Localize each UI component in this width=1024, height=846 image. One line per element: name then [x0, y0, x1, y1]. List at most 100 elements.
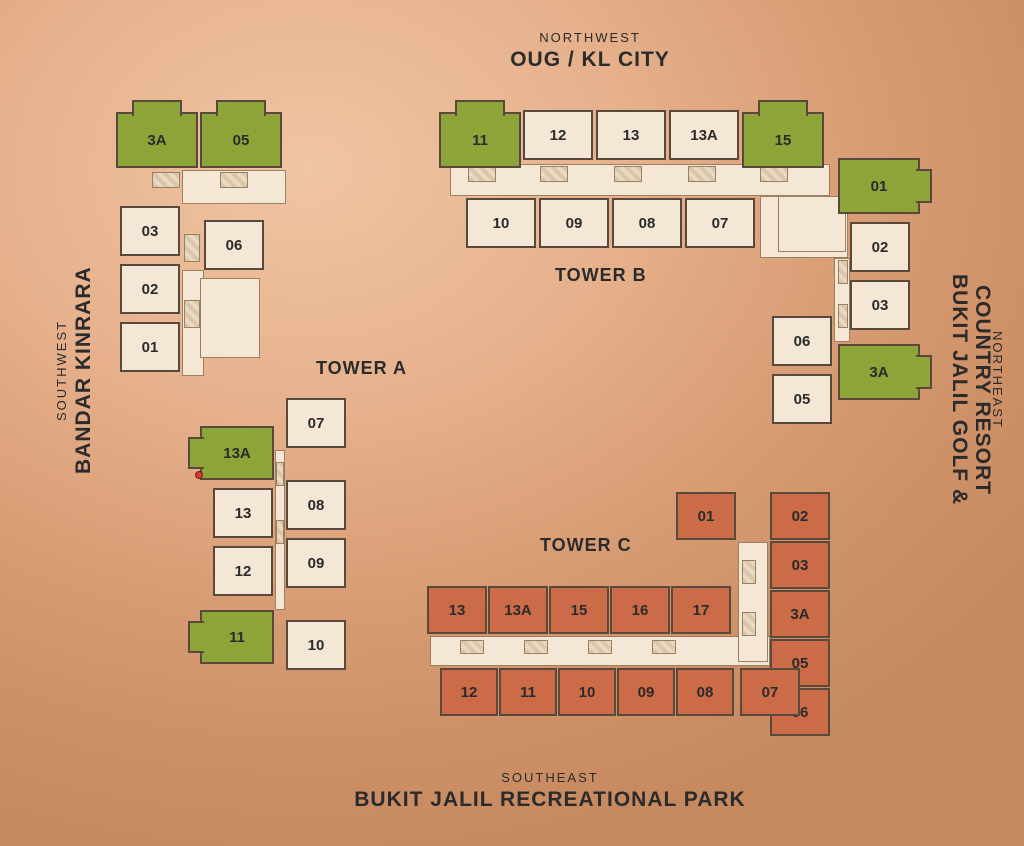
unit-c-15: 15	[549, 586, 609, 634]
elevator-shaft	[838, 260, 848, 284]
unit-c-12: 12	[440, 668, 498, 716]
unit-label: 10	[493, 215, 510, 232]
elevator-shaft	[614, 166, 642, 182]
unit-label: 03	[792, 557, 809, 574]
unit-a-12: 12	[213, 546, 273, 596]
elevator-shaft	[184, 234, 200, 262]
unit-c-01: 01	[676, 492, 736, 540]
marker-dot	[195, 471, 203, 479]
core-corridor	[778, 196, 846, 252]
unit-b-09: 09	[539, 198, 609, 248]
unit-a-02: 02	[120, 264, 180, 314]
unit-a-07: 07	[286, 398, 346, 448]
unit-a-10: 10	[286, 620, 346, 670]
elevator-shaft	[838, 304, 848, 328]
elevator-shaft	[152, 172, 180, 188]
unit-b-11: 11	[439, 112, 521, 168]
elevator-shaft	[276, 462, 284, 486]
unit-label: 05	[233, 132, 250, 149]
unit-label: 13A	[223, 445, 251, 462]
dir-ne-big-1: BUKIT JALIL GOLF &	[947, 260, 971, 520]
unit-label: 3A	[869, 364, 888, 381]
dir-nw-small: NORTHWEST	[430, 30, 750, 45]
unit-label: 10	[579, 684, 596, 701]
unit-label: 13	[449, 602, 466, 619]
unit-b-06: 06	[772, 316, 832, 366]
unit-label: 17	[693, 602, 710, 619]
unit-label: 03	[142, 223, 159, 240]
unit-label: 12	[235, 563, 252, 580]
elevator-shaft	[220, 172, 248, 188]
elevator-shaft	[524, 640, 548, 654]
elevator-shaft	[276, 520, 284, 544]
unit-b-12: 12	[523, 110, 593, 160]
elevator-shaft	[184, 300, 200, 328]
unit-a-06: 06	[204, 220, 264, 270]
unit-b-13a: 13A	[669, 110, 739, 160]
unit-b-15: 15	[742, 112, 824, 168]
unit-a-03: 03	[120, 206, 180, 256]
dir-se-small: SOUTHEAST	[300, 770, 800, 785]
unit-c-16: 16	[610, 586, 670, 634]
unit-c-11: 11	[499, 668, 557, 716]
unit-b-02: 02	[850, 222, 910, 272]
unit-label: 12	[550, 127, 567, 144]
unit-label: 13A	[690, 127, 718, 144]
elevator-shaft	[460, 640, 484, 654]
tower-c-label: TOWER C	[540, 535, 632, 556]
unit-label: 11	[520, 684, 536, 701]
unit-c-07: 07	[740, 668, 800, 716]
unit-label: 08	[308, 497, 325, 514]
elevator-shaft	[588, 640, 612, 654]
unit-a-08: 08	[286, 480, 346, 530]
unit-label: 3A	[790, 606, 809, 623]
elevator-shaft	[760, 166, 788, 182]
tower-a-label: TOWER A	[316, 358, 407, 379]
dir-se-big: BUKIT JALIL RECREATIONAL PARK	[300, 788, 800, 812]
unit-label: 01	[698, 508, 715, 525]
unit-a-01: 01	[120, 322, 180, 372]
unit-b-08: 08	[612, 198, 682, 248]
unit-label: 15	[775, 132, 792, 149]
elevator-shaft	[742, 560, 756, 584]
unit-b-13: 13	[596, 110, 666, 160]
unit-label: 09	[566, 215, 583, 232]
elevator-shaft	[742, 612, 756, 636]
elevator-shaft	[540, 166, 568, 182]
dir-sw-big: BANDAR KINRARA	[72, 260, 96, 480]
unit-label: 01	[142, 339, 159, 356]
unit-c-09: 09	[617, 668, 675, 716]
unit-label: 13A	[504, 602, 532, 619]
unit-a-13a: 13A	[200, 426, 274, 480]
unit-label: 07	[762, 684, 779, 701]
unit-c-3a: 3A	[770, 590, 830, 638]
unit-c-08: 08	[676, 668, 734, 716]
unit-b-07: 07	[685, 198, 755, 248]
elevator-shaft	[652, 640, 676, 654]
unit-c-02: 02	[770, 492, 830, 540]
tower-b-label: TOWER B	[555, 265, 647, 286]
unit-label: 05	[794, 391, 811, 408]
unit-label: 15	[571, 602, 588, 619]
unit-label: 11	[472, 132, 488, 149]
unit-label: 09	[308, 555, 325, 572]
unit-label: 02	[142, 281, 159, 298]
unit-label: 11	[229, 629, 245, 646]
dir-nw-big: OUG / KL CITY	[430, 48, 750, 72]
unit-label: 3A	[147, 132, 166, 149]
unit-label: 07	[308, 415, 325, 432]
unit-label: 08	[639, 215, 656, 232]
unit-b-10: 10	[466, 198, 536, 248]
unit-c-10: 10	[558, 668, 616, 716]
unit-c-17: 17	[671, 586, 731, 634]
elevator-shaft	[468, 166, 496, 182]
unit-c-03: 03	[770, 541, 830, 589]
unit-c-13: 13	[427, 586, 487, 634]
unit-label: 10	[308, 637, 325, 654]
unit-label: 08	[697, 684, 714, 701]
unit-label: 07	[712, 215, 729, 232]
unit-label: 02	[792, 508, 809, 525]
unit-label: 06	[226, 237, 243, 254]
unit-a-13: 13	[213, 488, 273, 538]
unit-b-3a: 3A	[838, 344, 920, 400]
